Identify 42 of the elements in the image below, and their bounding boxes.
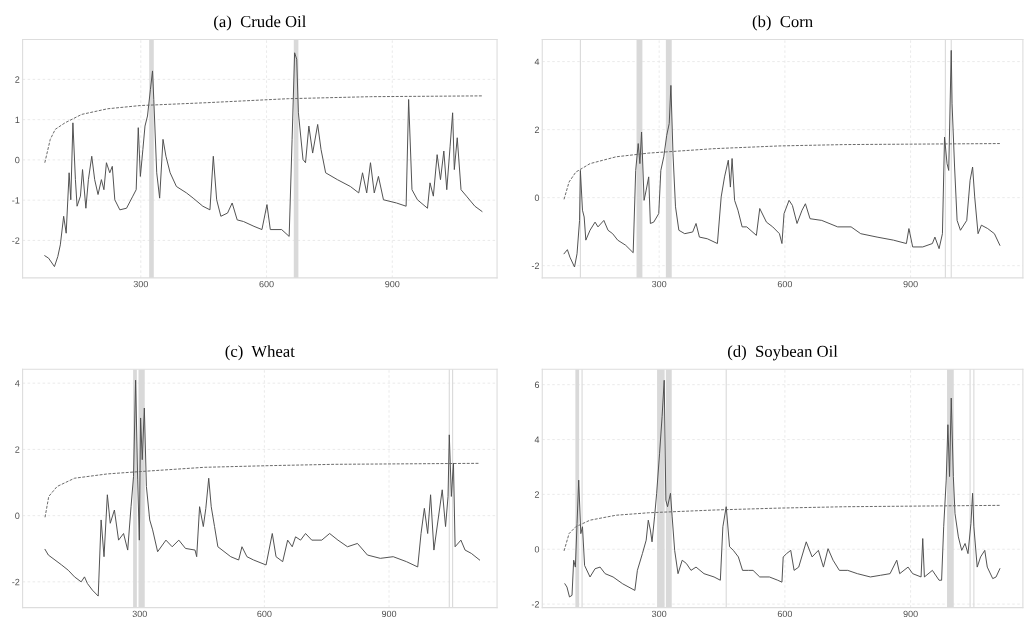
x-tick-label: 900 xyxy=(385,280,400,288)
y-tick-label: 0 xyxy=(15,512,20,519)
y-tick-label: -2 xyxy=(531,601,540,608)
y-tick-label: 2 xyxy=(534,126,540,133)
line-series xyxy=(44,95,483,164)
y-tick-label: 2 xyxy=(534,491,540,498)
y-tick-label: 4 xyxy=(15,380,20,387)
x-tick-label: 900 xyxy=(903,280,918,288)
x-tick-label: 900 xyxy=(903,610,918,618)
x-tick-label: 600 xyxy=(259,280,274,288)
x-tick-label: 600 xyxy=(257,610,272,618)
y-tick-label: 4 xyxy=(534,58,540,65)
x-tick-label: 600 xyxy=(777,280,793,288)
line-series xyxy=(563,49,1001,268)
line-series xyxy=(44,52,483,268)
line-series xyxy=(44,462,481,518)
x-tick-label: 300 xyxy=(133,280,148,288)
x-tick-label: 600 xyxy=(777,610,793,618)
chart-title: (c) Wheat xyxy=(225,345,295,361)
y-tick-label: 0 xyxy=(534,194,540,201)
y-tick-label: -2 xyxy=(12,578,20,586)
y-tick-label: -2 xyxy=(12,237,20,244)
y-tick-label: 0 xyxy=(534,546,540,553)
y-tick-label: 0 xyxy=(15,156,20,164)
line-series xyxy=(564,379,1001,598)
line-series xyxy=(563,143,1001,200)
x-tick-label: 300 xyxy=(651,280,667,288)
y-tick-label: 2 xyxy=(15,446,20,453)
y-tick-label: 2 xyxy=(15,76,20,83)
chart-title: (a) Crude Oil xyxy=(214,15,307,31)
line-series xyxy=(563,504,1001,552)
line-series xyxy=(44,379,481,597)
y-tick-label: -2 xyxy=(531,262,540,269)
x-tick-label: 300 xyxy=(132,610,147,618)
y-tick-label: 1 xyxy=(15,116,20,123)
y-tick-label: -1 xyxy=(12,197,20,204)
chart-title: (b) Corn xyxy=(752,15,813,31)
y-tick-label: 4 xyxy=(534,436,540,443)
x-tick-label: 900 xyxy=(381,610,397,618)
chart-title: (d) Soybean Oil xyxy=(727,345,838,361)
x-tick-label: 300 xyxy=(651,610,667,618)
y-tick-label: 6 xyxy=(534,381,540,389)
